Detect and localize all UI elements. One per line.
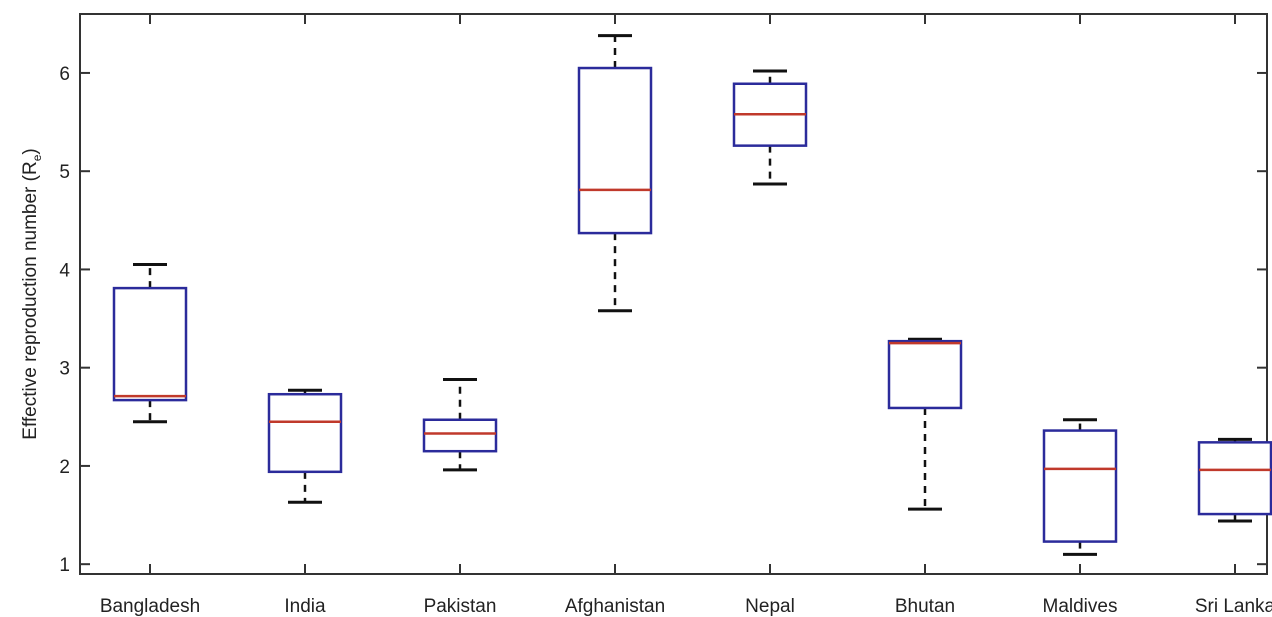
box-bangladesh <box>112 263 188 424</box>
box-pakistan <box>422 377 498 472</box>
x-tick-label: Bhutan <box>895 596 955 617</box>
y-tick-label: 2 <box>59 457 70 478</box>
x-tick-label: Afghanistan <box>565 596 665 617</box>
plot-frame <box>79 13 1268 575</box>
box-maldives <box>1042 418 1118 556</box>
iqr-box <box>422 418 498 453</box>
iqr-box <box>577 66 653 235</box>
x-tick-label: Bangladesh <box>100 596 200 617</box>
box-series <box>112 34 1272 556</box>
iqr-box <box>267 392 343 474</box>
x-tick-label: Maldives <box>1043 596 1118 617</box>
x-axis-ticks: Bangladesh India Pakistan Afghanistan Nepal B… <box>100 14 1272 617</box>
x-tick-label: Sri Lanka <box>1195 596 1272 617</box>
iqr-box <box>112 286 188 402</box>
y-axis-label-main: Effective reproduction number (R <box>20 161 41 439</box>
box-sri-lanka <box>1197 437 1272 523</box>
iqr-box <box>1197 441 1272 516</box>
y-axis-label-close: ) <box>20 148 41 154</box>
box-afghanistan <box>577 34 653 313</box>
box-nepal <box>732 69 808 186</box>
x-tick-label: India <box>284 596 326 617</box>
y-tick-label: 1 <box>59 555 70 576</box>
y-tick-label: 6 <box>59 64 70 85</box>
x-tick-label: Nepal <box>745 596 795 617</box>
box-india <box>267 388 343 504</box>
iqr-box <box>887 339 963 410</box>
y-tick-label: 3 <box>59 359 70 380</box>
y-tick-label: 5 <box>59 162 70 183</box>
y-axis-label-subscript: e <box>30 154 44 161</box>
y-axis-label: Effective reproduction number (Re) <box>20 148 44 439</box>
iqr-box <box>1042 429 1118 543</box>
box-bhutan <box>887 337 963 511</box>
y-tick-label: 4 <box>59 260 70 281</box>
x-tick-label: Pakistan <box>424 596 497 617</box>
